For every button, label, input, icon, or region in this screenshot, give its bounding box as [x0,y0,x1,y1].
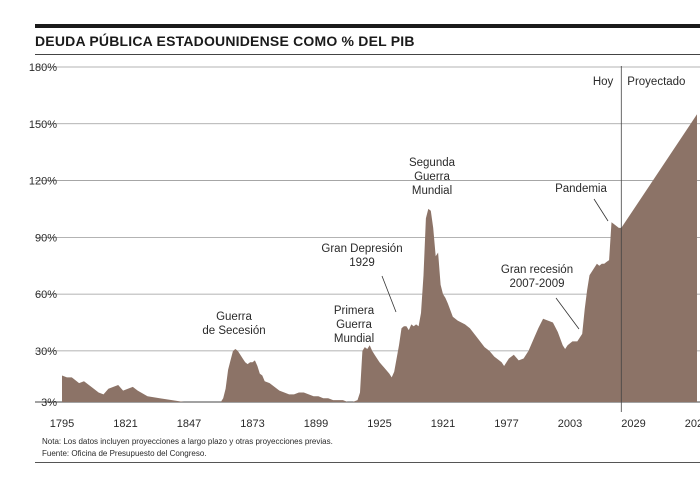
annotation-label: 2007-2009 [510,278,565,290]
y-tick-label: 60% [35,289,57,301]
x-tick-label: 1925 [367,418,391,430]
annotation-label: Guerra [414,171,450,183]
annotation-label: Gran recesión [501,264,573,276]
x-tick-label: 1977 [494,418,518,430]
annotation: Pandemia [555,183,609,222]
annotation: Segunda Guerra Mundial [409,157,456,197]
annotation-label: Guerra [216,311,252,323]
debt-area [62,114,697,403]
top-rule [35,24,700,28]
y-axis-ticks: 180% 150% 120% 90% 60% 30% 3% [29,62,57,409]
source-line: Fuente: Oficina de Presupuesto del Congr… [42,449,207,458]
event-annotations: Guerra de Secesión Primera Guerra Mundial Gra… [202,157,609,345]
x-tick-label: 1921 [431,418,455,430]
y-tick-label: 3% [41,397,57,409]
title-divider [35,54,700,55]
debt-chart: 180% 150% 120% 90% 60% 30% 3% 1795 1821 1847 1873… [29,62,700,430]
annotation-label: Mundial [334,333,374,345]
x-tick-label: 1847 [177,418,201,430]
annotation: Guerra de Secesión [202,311,265,337]
annotation-label: Gran Depresión [321,243,402,255]
annotation-label: Pandemia [555,183,607,195]
annotation-leader [555,297,580,330]
x-tick-label: 2025 [685,418,700,430]
y-tick-label: 30% [35,346,57,358]
x-tick-label: 1795 [50,418,74,430]
x-tick-label: 1873 [240,418,264,430]
annotation-label: Guerra [336,319,372,331]
annotation-label: Primera [334,305,375,317]
annotation-label: de Secesión [202,325,265,337]
y-tick-label: 150% [29,119,57,131]
annotation: Gran Depresión 1929 [321,243,403,313]
projected-label: Proyectado [627,76,685,88]
bottom-rule [35,462,700,463]
annotation: Gran recesión 2007-2009 [501,264,580,330]
annotation-label: Segunda [409,157,456,169]
y-tick-label: 180% [29,62,57,74]
annotation-label: Mundial [412,185,452,197]
annotation-leader [593,198,609,222]
y-tick-label: 120% [29,176,57,188]
footnotes: Nota: Los datos incluyen proyecciones a … [42,436,333,460]
chart-title: DEUDA PÚBLICA ESTADOUNIDENSE COMO % DEL … [35,33,415,49]
debt-area-layer [62,114,697,403]
annotation-label: 1929 [349,257,375,269]
annotation: Primera Guerra Mundial [334,305,375,345]
x-tick-label: 1821 [113,418,137,430]
note-line: Nota: Los datos incluyen proyecciones a … [42,437,333,446]
x-tick-label: 2029 [621,418,645,430]
x-tick-label: 1899 [304,418,328,430]
x-axis-ticks: 1795 1821 1847 1873 1899 1925 1921 1977 2003 2029… [50,418,700,430]
annotation-leader [381,275,397,313]
y-tick-label: 90% [35,232,57,244]
today-label: Hoy [593,76,614,88]
x-tick-label: 2003 [558,418,582,430]
